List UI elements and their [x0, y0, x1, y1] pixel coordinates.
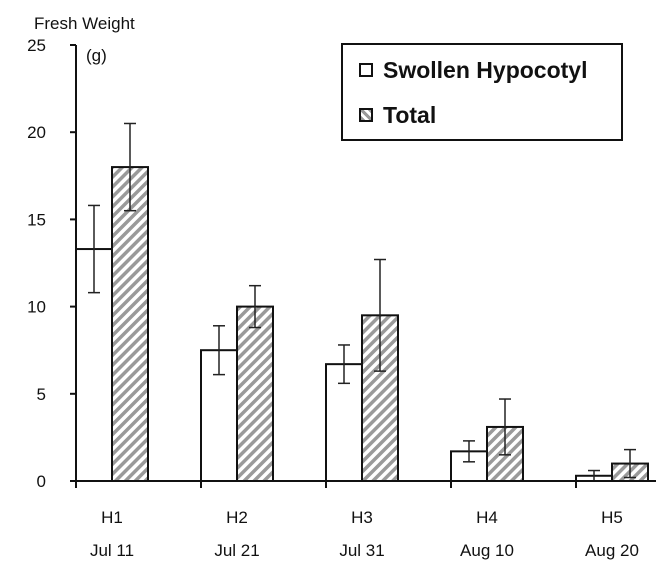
- legend-swatch-hatched: [359, 108, 373, 122]
- x-tick-label-date: Jul 31: [339, 541, 384, 560]
- y-axis-label-line-2: (g): [86, 46, 107, 65]
- bars: [75, 166, 649, 483]
- legend-label: Total: [383, 101, 437, 128]
- x-tick-label-code: H2: [226, 508, 248, 527]
- y-tick-label: 15: [27, 210, 46, 229]
- legend-item-swollen-hypocotyl: Swollen Hypocotyl: [359, 55, 587, 85]
- x-tick-label-date: Jul 11: [90, 541, 134, 560]
- x-tick-label-code: H3: [351, 508, 373, 527]
- y-tick-label: 10: [27, 298, 46, 317]
- legend: Swollen Hypocotyl Total: [341, 43, 623, 141]
- y-axis-label-line-1: Fresh Weight: [34, 14, 135, 33]
- error-bars: [88, 122, 636, 482]
- x-tick-label-code: H5: [601, 508, 623, 527]
- legend-item-total: Total: [359, 100, 436, 130]
- x-axis-labels: H1 Jul 11 H2 Jul 21 H3 Jul 31 H4 Aug 10 H5 Aug 20: [75, 481, 639, 560]
- y-axis-ticks: 0 5 10 15 20 25: [27, 36, 76, 491]
- x-tick-label-date: Aug 10: [460, 541, 514, 560]
- legend-swatch-white: [359, 63, 373, 77]
- bar-total: [236, 305, 274, 482]
- x-tick-label-date: Jul 21: [214, 541, 259, 560]
- x-tick-label-date: Aug 20: [585, 541, 639, 560]
- y-tick-label: 5: [37, 385, 46, 404]
- y-tick-label: 25: [27, 36, 46, 55]
- y-tick-label: 20: [27, 123, 46, 142]
- x-tick-label-code: H1: [101, 508, 123, 527]
- bar-total: [111, 166, 149, 483]
- x-tick-label-code: H4: [476, 508, 498, 527]
- y-tick-label: 0: [37, 472, 46, 491]
- legend-label: Swollen Hypocotyl: [383, 56, 588, 83]
